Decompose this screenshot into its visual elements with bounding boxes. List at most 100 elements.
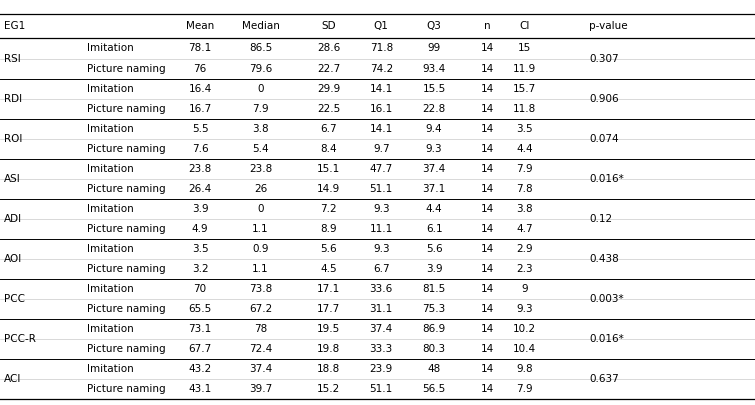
Text: 5.4: 5.4 bbox=[252, 144, 269, 154]
Text: ROI: ROI bbox=[4, 134, 22, 144]
Text: 3.8: 3.8 bbox=[516, 204, 533, 214]
Text: 14: 14 bbox=[480, 124, 494, 134]
Text: 86.9: 86.9 bbox=[423, 324, 445, 334]
Text: 17.7: 17.7 bbox=[317, 304, 340, 314]
Text: 14: 14 bbox=[480, 204, 494, 214]
Text: 37.4: 37.4 bbox=[249, 364, 272, 374]
Text: 14: 14 bbox=[480, 224, 494, 234]
Text: 7.9: 7.9 bbox=[252, 104, 269, 114]
Text: 37.1: 37.1 bbox=[423, 184, 445, 194]
Text: 47.7: 47.7 bbox=[370, 164, 393, 174]
Text: CI: CI bbox=[519, 21, 530, 31]
Text: 19.5: 19.5 bbox=[317, 324, 340, 334]
Text: 37.4: 37.4 bbox=[423, 164, 445, 174]
Text: 86.5: 86.5 bbox=[249, 43, 272, 53]
Text: 3.9: 3.9 bbox=[192, 204, 208, 214]
Text: 29.9: 29.9 bbox=[317, 83, 340, 94]
Text: 7.8: 7.8 bbox=[516, 184, 533, 194]
Text: 0: 0 bbox=[257, 204, 263, 214]
Text: 15.5: 15.5 bbox=[423, 83, 445, 94]
Text: 22.8: 22.8 bbox=[423, 104, 445, 114]
Text: 39.7: 39.7 bbox=[249, 384, 272, 394]
Text: 19.8: 19.8 bbox=[317, 344, 340, 354]
Text: Mean: Mean bbox=[186, 21, 214, 31]
Text: 14: 14 bbox=[480, 264, 494, 274]
Text: 5.6: 5.6 bbox=[426, 244, 442, 254]
Text: Imitation: Imitation bbox=[87, 364, 134, 374]
Text: 7.6: 7.6 bbox=[192, 144, 208, 154]
Text: Picture naming: Picture naming bbox=[87, 264, 165, 274]
Text: 2.9: 2.9 bbox=[516, 244, 533, 254]
Text: PCC-R: PCC-R bbox=[4, 334, 35, 344]
Text: 7.2: 7.2 bbox=[320, 204, 337, 214]
Text: 28.6: 28.6 bbox=[317, 43, 340, 53]
Text: Imitation: Imitation bbox=[87, 43, 134, 53]
Text: 26.4: 26.4 bbox=[189, 184, 211, 194]
Text: 0.016*: 0.016* bbox=[589, 334, 624, 344]
Text: 14: 14 bbox=[480, 324, 494, 334]
Text: 43.1: 43.1 bbox=[189, 384, 211, 394]
Text: 2.3: 2.3 bbox=[516, 264, 533, 274]
Text: 81.5: 81.5 bbox=[423, 284, 445, 294]
Text: 23.9: 23.9 bbox=[370, 364, 393, 374]
Text: 73.8: 73.8 bbox=[249, 284, 272, 294]
Text: 71.8: 71.8 bbox=[370, 43, 393, 53]
Text: 9.8: 9.8 bbox=[516, 364, 533, 374]
Text: 0.003*: 0.003* bbox=[589, 294, 624, 304]
Text: n: n bbox=[484, 21, 490, 31]
Text: 14: 14 bbox=[480, 83, 494, 94]
Text: ASI: ASI bbox=[4, 174, 20, 184]
Text: EG1: EG1 bbox=[4, 21, 25, 31]
Text: 79.6: 79.6 bbox=[249, 64, 272, 74]
Text: 9: 9 bbox=[522, 284, 528, 294]
Text: 3.5: 3.5 bbox=[192, 244, 208, 254]
Text: 22.7: 22.7 bbox=[317, 64, 340, 74]
Text: 74.2: 74.2 bbox=[370, 64, 393, 74]
Text: 3.2: 3.2 bbox=[192, 264, 208, 274]
Text: Imitation: Imitation bbox=[87, 324, 134, 334]
Text: 78.1: 78.1 bbox=[189, 43, 211, 53]
Text: Imitation: Imitation bbox=[87, 284, 134, 294]
Text: 70: 70 bbox=[193, 284, 207, 294]
Text: 0.906: 0.906 bbox=[589, 94, 618, 104]
Text: 72.4: 72.4 bbox=[249, 344, 272, 354]
Text: 9.7: 9.7 bbox=[373, 144, 390, 154]
Text: 14: 14 bbox=[480, 344, 494, 354]
Text: 11.1: 11.1 bbox=[370, 224, 393, 234]
Text: ADI: ADI bbox=[4, 214, 22, 224]
Text: 67.2: 67.2 bbox=[249, 304, 272, 314]
Text: 78: 78 bbox=[254, 324, 267, 334]
Text: 14.9: 14.9 bbox=[317, 184, 340, 194]
Text: Imitation: Imitation bbox=[87, 204, 134, 214]
Text: 3.9: 3.9 bbox=[426, 264, 442, 274]
Text: 15.2: 15.2 bbox=[317, 384, 340, 394]
Text: 14: 14 bbox=[480, 144, 494, 154]
Text: Picture naming: Picture naming bbox=[87, 224, 165, 234]
Text: 0.12: 0.12 bbox=[589, 214, 612, 224]
Text: 75.3: 75.3 bbox=[423, 304, 445, 314]
Text: Picture naming: Picture naming bbox=[87, 64, 165, 74]
Text: 80.3: 80.3 bbox=[423, 344, 445, 354]
Text: 4.5: 4.5 bbox=[320, 264, 337, 274]
Text: 23.8: 23.8 bbox=[189, 164, 211, 174]
Text: 0.074: 0.074 bbox=[589, 134, 618, 144]
Text: 14: 14 bbox=[480, 284, 494, 294]
Text: 22.5: 22.5 bbox=[317, 104, 340, 114]
Text: Imitation: Imitation bbox=[87, 164, 134, 174]
Text: 14: 14 bbox=[480, 43, 494, 53]
Text: 15.1: 15.1 bbox=[317, 164, 340, 174]
Text: 6.7: 6.7 bbox=[373, 264, 390, 274]
Text: 0.438: 0.438 bbox=[589, 254, 618, 264]
Text: 16.1: 16.1 bbox=[370, 104, 393, 114]
Text: 56.5: 56.5 bbox=[423, 384, 445, 394]
Text: 65.5: 65.5 bbox=[189, 304, 211, 314]
Text: 0.307: 0.307 bbox=[589, 53, 618, 64]
Text: Picture naming: Picture naming bbox=[87, 104, 165, 114]
Text: 51.1: 51.1 bbox=[370, 384, 393, 394]
Text: RSI: RSI bbox=[4, 53, 20, 64]
Text: 93.4: 93.4 bbox=[423, 64, 445, 74]
Text: 8.4: 8.4 bbox=[320, 144, 337, 154]
Text: 14: 14 bbox=[480, 64, 494, 74]
Text: Imitation: Imitation bbox=[87, 124, 134, 134]
Text: 4.4: 4.4 bbox=[516, 144, 533, 154]
